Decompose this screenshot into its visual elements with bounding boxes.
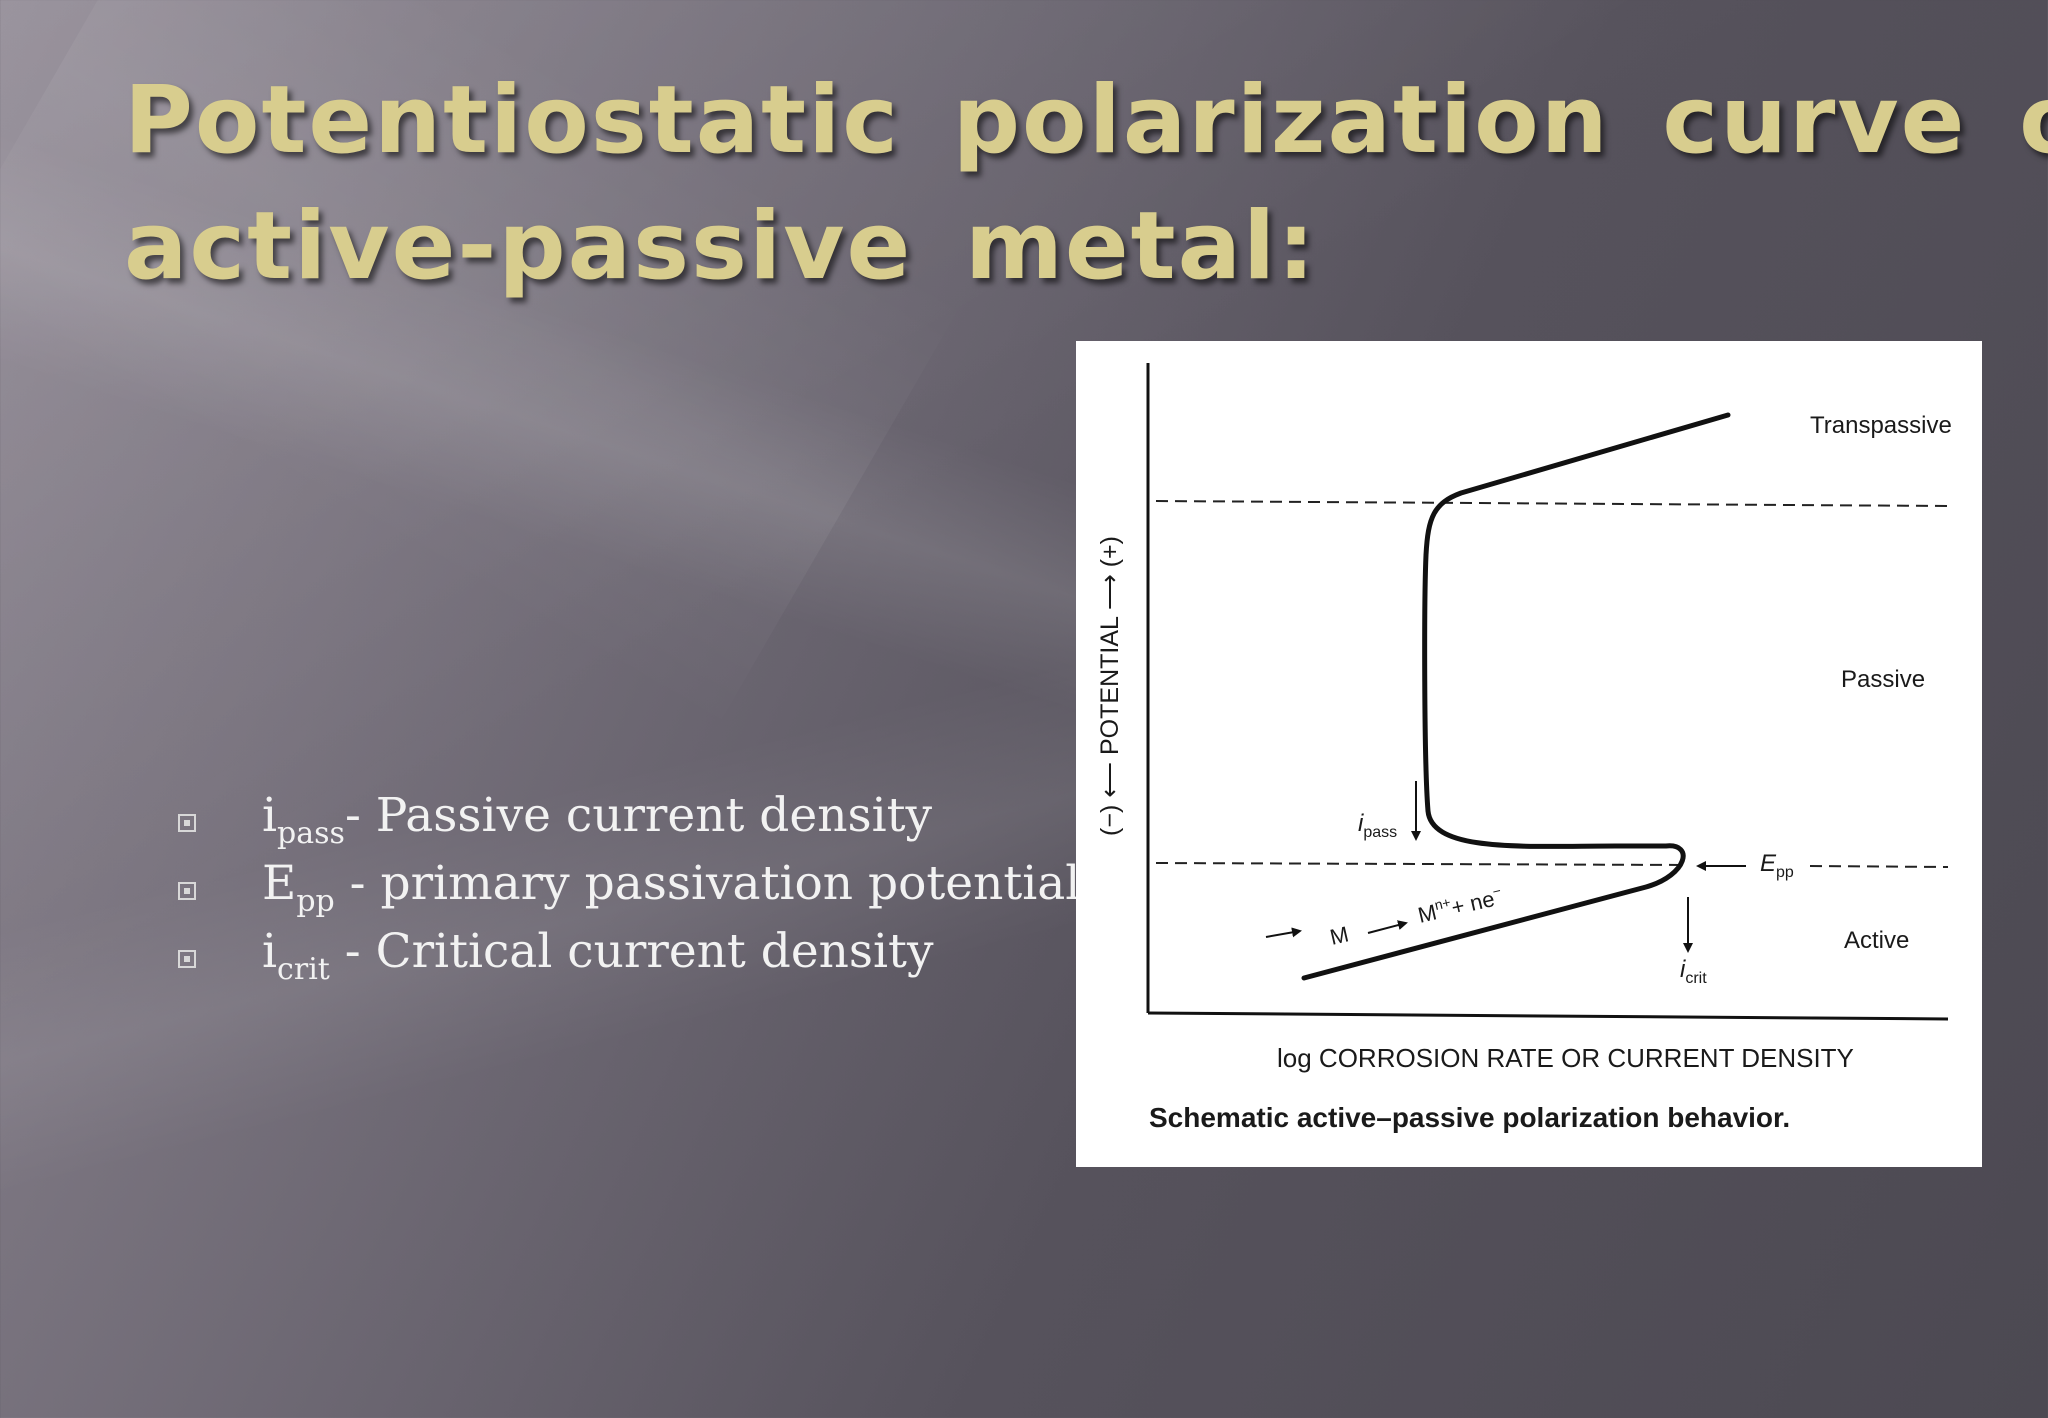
x-axis-label: log CORROSION RATE OR CURRENT DENSITY [1277, 1043, 1854, 1073]
reaction-arrow-1 [1367, 920, 1408, 934]
title-line-2: active-passive metal: [124, 192, 1317, 301]
reaction-label-products: Mn++ ne− [1415, 882, 1505, 928]
slide-title: Potentiostatic polarization curve of act… [124, 58, 2048, 310]
transpassive-boundary-line [1155, 500, 1949, 507]
square-bullet-icon [178, 814, 196, 832]
title-line-1: Potentiostatic polarization curve of [124, 66, 2048, 175]
x-axis [1147, 1011, 1949, 1021]
square-bullet-icon [178, 950, 196, 968]
reaction-label-m: M [1328, 921, 1351, 949]
bullet-text: icrit - Critical current density [262, 924, 934, 987]
epp-label: Epp [1760, 850, 1794, 881]
bullet-text: ipass- Passive current density [262, 788, 933, 851]
label-transpassive: Transpassive [1810, 412, 1952, 439]
reaction-arrow-2 [1265, 927, 1302, 938]
figure-caption: Schematic active–passive polarization be… [1149, 1102, 1790, 1133]
polarization-diagram: Transpassive Passive Active (−) ⟵ POTENT… [1076, 341, 1982, 1167]
icrit-label: icrit [1680, 956, 1707, 987]
ipass-label: ipass [1358, 810, 1397, 841]
bullet-text: Epp - primary passivation potential [262, 856, 1081, 919]
epp-boundary-line-left [1155, 862, 1687, 866]
label-active: Active [1844, 927, 1909, 954]
square-bullet-icon [178, 882, 196, 900]
polarization-curve [1301, 412, 1731, 981]
polarization-diagram-svg: Transpassive Passive Active (−) ⟵ POTENT… [1096, 363, 1952, 1133]
label-passive: Passive [1841, 666, 1925, 693]
epp-boundary-line-right [1809, 865, 1949, 868]
y-axis-label: (−) ⟵ POTENTIAL ⟶ (+) [1096, 536, 1124, 836]
